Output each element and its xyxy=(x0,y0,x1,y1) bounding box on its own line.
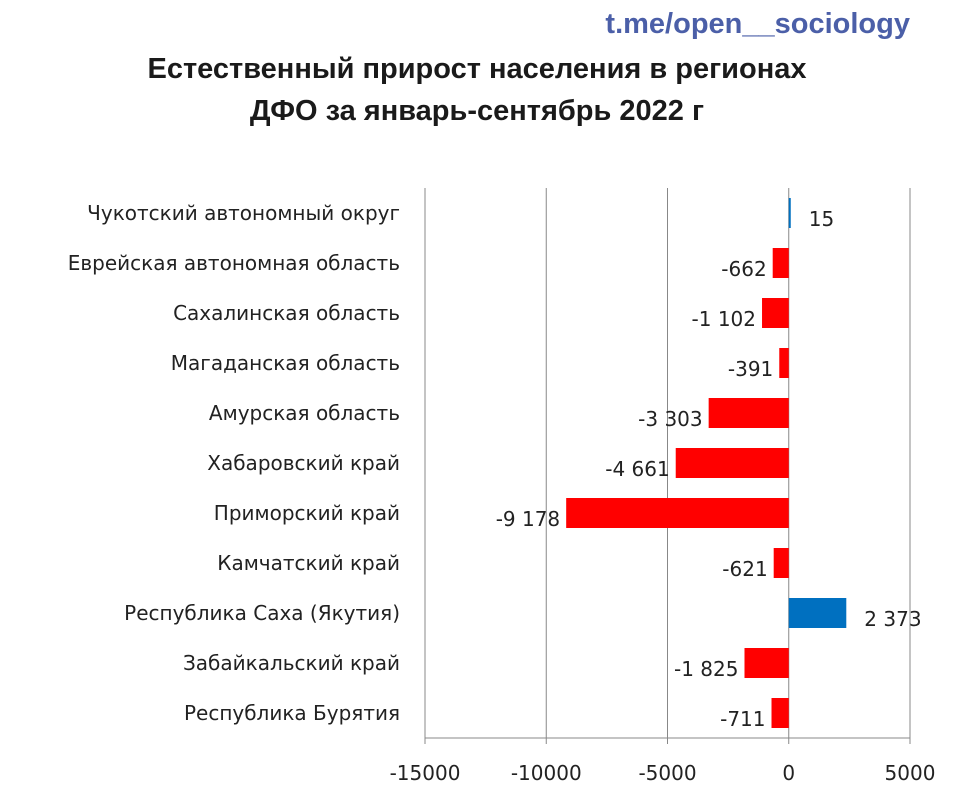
category-label: Амурская область xyxy=(209,401,400,425)
category-label: Республика Саха (Якутия) xyxy=(124,601,400,625)
category-label: Еврейская автономная область xyxy=(68,251,400,275)
watermark: t.me/open__sociology xyxy=(605,8,910,40)
data-label: -9 178 xyxy=(496,507,560,531)
bar xyxy=(744,648,789,678)
category-label: Республика Бурятия xyxy=(184,701,400,725)
x-tick-label: -5000 xyxy=(638,761,696,785)
x-tick-label: -10000 xyxy=(511,761,582,785)
data-label: -621 xyxy=(722,557,767,581)
bar xyxy=(708,398,789,428)
data-label: -1 825 xyxy=(674,657,738,681)
bar xyxy=(772,248,789,278)
bar xyxy=(773,548,789,578)
bar xyxy=(566,498,789,528)
x-tick-label: 0 xyxy=(782,761,795,785)
category-label: Камчатский край xyxy=(217,551,400,575)
data-label: -391 xyxy=(728,357,773,381)
chart-title-line2: ДФО за январь-сентябрь 2022 г xyxy=(249,95,705,127)
category-label: Магаданская область xyxy=(171,351,400,375)
data-label: -4 661 xyxy=(605,457,669,481)
x-tick-label: 5000 xyxy=(885,761,936,785)
bar xyxy=(788,198,791,228)
x-tick-label: -15000 xyxy=(390,761,461,785)
data-label: 2 373 xyxy=(864,607,921,631)
data-label: -711 xyxy=(720,707,765,731)
bar xyxy=(675,448,789,478)
category-label: Забайкальский край xyxy=(183,651,400,675)
bar xyxy=(788,598,847,628)
chart-title-line1: Естественный прирост населения в региона… xyxy=(147,53,807,85)
category-label: Приморский край xyxy=(214,501,400,525)
category-label: Чукотский автономный округ xyxy=(87,201,400,225)
bar xyxy=(762,298,789,328)
chart-title: Естественный прирост населения в региона… xyxy=(0,48,954,132)
data-label: -1 102 xyxy=(692,307,756,331)
bar xyxy=(771,698,789,728)
bar xyxy=(779,348,789,378)
data-label: -662 xyxy=(721,257,766,281)
data-label: 15 xyxy=(809,207,834,231)
category-label: Хабаровский край xyxy=(207,451,400,475)
category-label: Сахалинская область xyxy=(173,301,400,325)
data-label: -3 303 xyxy=(638,407,702,431)
